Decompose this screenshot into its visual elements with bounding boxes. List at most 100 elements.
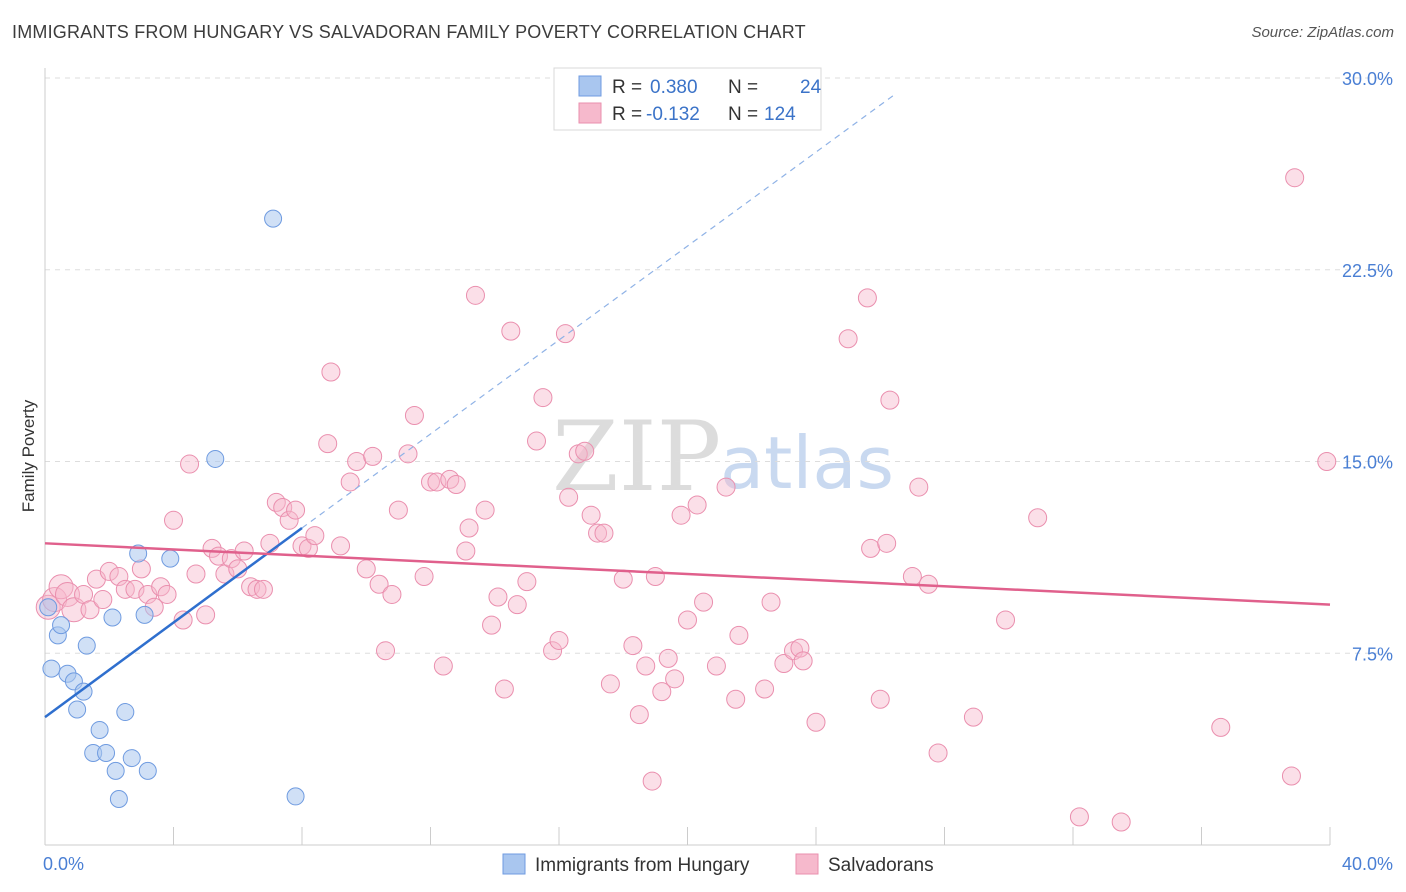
salvadoran-point [629,705,649,725]
salvadoran-point [575,441,595,461]
salvadoran-point [507,595,527,615]
hungary-points [39,209,305,808]
salvadoran-point [318,434,338,454]
salvadoran-point [446,475,466,495]
hungary-point [39,598,58,617]
salvadoran-point [164,510,183,530]
salvadoran-point [838,329,858,349]
salvadoran-point [755,679,775,699]
hungary-point [138,761,157,780]
hungary-point [103,608,122,627]
salvadoran-point [465,285,485,305]
x-tick-label-max: 40.0% [1342,854,1393,874]
salvadoran-point [678,610,697,630]
salvadoran-point [687,495,707,515]
salvadoran-point [388,500,408,520]
salvadoran-point [61,597,87,623]
salvadoran-point [48,574,74,600]
chart-title: IMMIGRANTS FROM HUNGARY VS SALVADORAN FA… [12,22,806,42]
salvadoran-point [501,321,521,341]
salvadoran-point [1281,766,1301,786]
salvadoran-point [880,390,900,410]
salvadoran-point [623,636,643,656]
salvadoran-point [456,541,476,561]
salvadoran-point [613,569,633,589]
salvadoran-point [99,561,119,581]
hungary-point [74,682,93,701]
y-tick-label-1: 15.0% [1342,453,1393,473]
salvadoran-point [527,431,547,451]
salvadoran-point [93,590,113,610]
salvadoran-point [404,405,424,425]
salvadoran-point [774,653,794,673]
salvadoran-point [996,610,1016,630]
hungary-point [122,749,141,768]
legend-swatch-hungary [578,75,602,97]
salvadoran-point [928,743,948,763]
salvadoran-point [340,472,360,492]
salvadoran-point [247,579,267,599]
salvadoran-point [279,510,299,530]
salvadoran-point [594,523,614,543]
trend-lines [44,92,1331,719]
salvadoran-point [706,656,726,676]
salvadoran-point [581,505,601,525]
salvadoran-point [517,572,537,592]
salvadoran-point [1069,807,1089,827]
bottom-legend-swatch-hungary [502,853,526,875]
hungary-point [106,761,125,780]
salvadoran-point [877,533,897,553]
salvadoran-point [671,505,691,525]
salvadoran-point [761,592,781,612]
bottom-legend-hungary: Immigrants from Hungary [535,855,750,876]
salvadorans-points [35,168,1337,832]
salvadoran-point [151,577,171,597]
salvadoran-point [131,559,151,579]
salvadoran-point [559,487,579,507]
legend-r-label-2: R = [612,104,642,125]
salvadoran-point [588,523,608,543]
salvadoran-point [298,538,318,558]
source-label: Source: ZipAtlas.com [1251,24,1394,41]
salvadoran-point [665,669,685,689]
salvadoran-point [347,452,367,471]
x-tick-label-min: 0.0% [43,854,84,874]
hungary-point [42,659,61,678]
salvadoran-point [909,477,929,497]
salvadoran-point [433,656,453,676]
salvadoran-point [376,641,396,661]
salvadoran-point [54,581,80,607]
y-tick-label-0: 7.5% [1352,644,1393,664]
salvadoran-point [475,500,495,520]
stats-legend: R = 0.380 N = 24 R = -0.132 N = 124 [553,67,822,131]
salvadoran-point [533,388,553,408]
salvadoran-point [494,679,514,699]
salvadoran-point [363,446,383,466]
salvadoran-point [186,564,206,584]
salvadoran-point [806,712,826,732]
hungary-point [206,449,225,468]
salvadoran-point [173,610,193,630]
salvadoran-point [694,592,714,612]
salvadoran-point [180,454,200,474]
salvadoran-point [398,444,418,464]
salvadoran-point [253,579,273,599]
salvadoran-point [600,674,620,694]
salvadoran-point [1317,452,1337,471]
legend-r-value-1: 0.380 [650,77,698,98]
legend-n-label-2: N = [728,104,758,125]
salvadoran-point [716,477,736,497]
salvadoran-point [115,579,135,599]
legend-n-value-1: 24 [800,77,822,98]
salvadoran-point [414,567,434,587]
salvadoran-point [382,584,402,604]
salvadoran-point [1211,717,1231,737]
salvadoran-point [729,625,749,645]
salvadoran-point [636,656,656,676]
hungary-point [109,789,128,808]
hungary-point [97,743,116,762]
salvadoran-point [642,771,662,791]
salvadoran-point [260,533,280,553]
salvadoran-point [793,651,813,671]
salvadoran-point [870,689,890,709]
